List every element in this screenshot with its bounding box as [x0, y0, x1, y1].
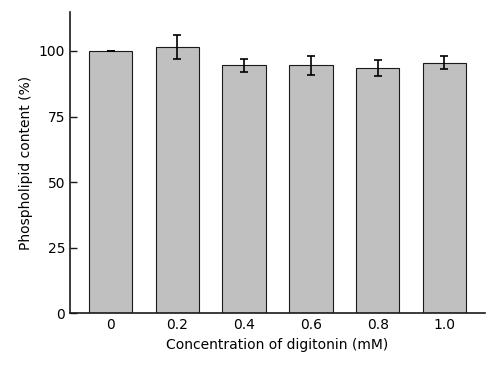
- Bar: [156, 47, 199, 313]
- Bar: [422, 63, 466, 313]
- Bar: [289, 65, 333, 313]
- Bar: [89, 51, 132, 313]
- X-axis label: Concentration of digitonin (mM): Concentration of digitonin (mM): [166, 338, 388, 352]
- Bar: [222, 65, 266, 313]
- Bar: [356, 68, 400, 313]
- Y-axis label: Phospholipid content (%): Phospholipid content (%): [19, 75, 33, 250]
